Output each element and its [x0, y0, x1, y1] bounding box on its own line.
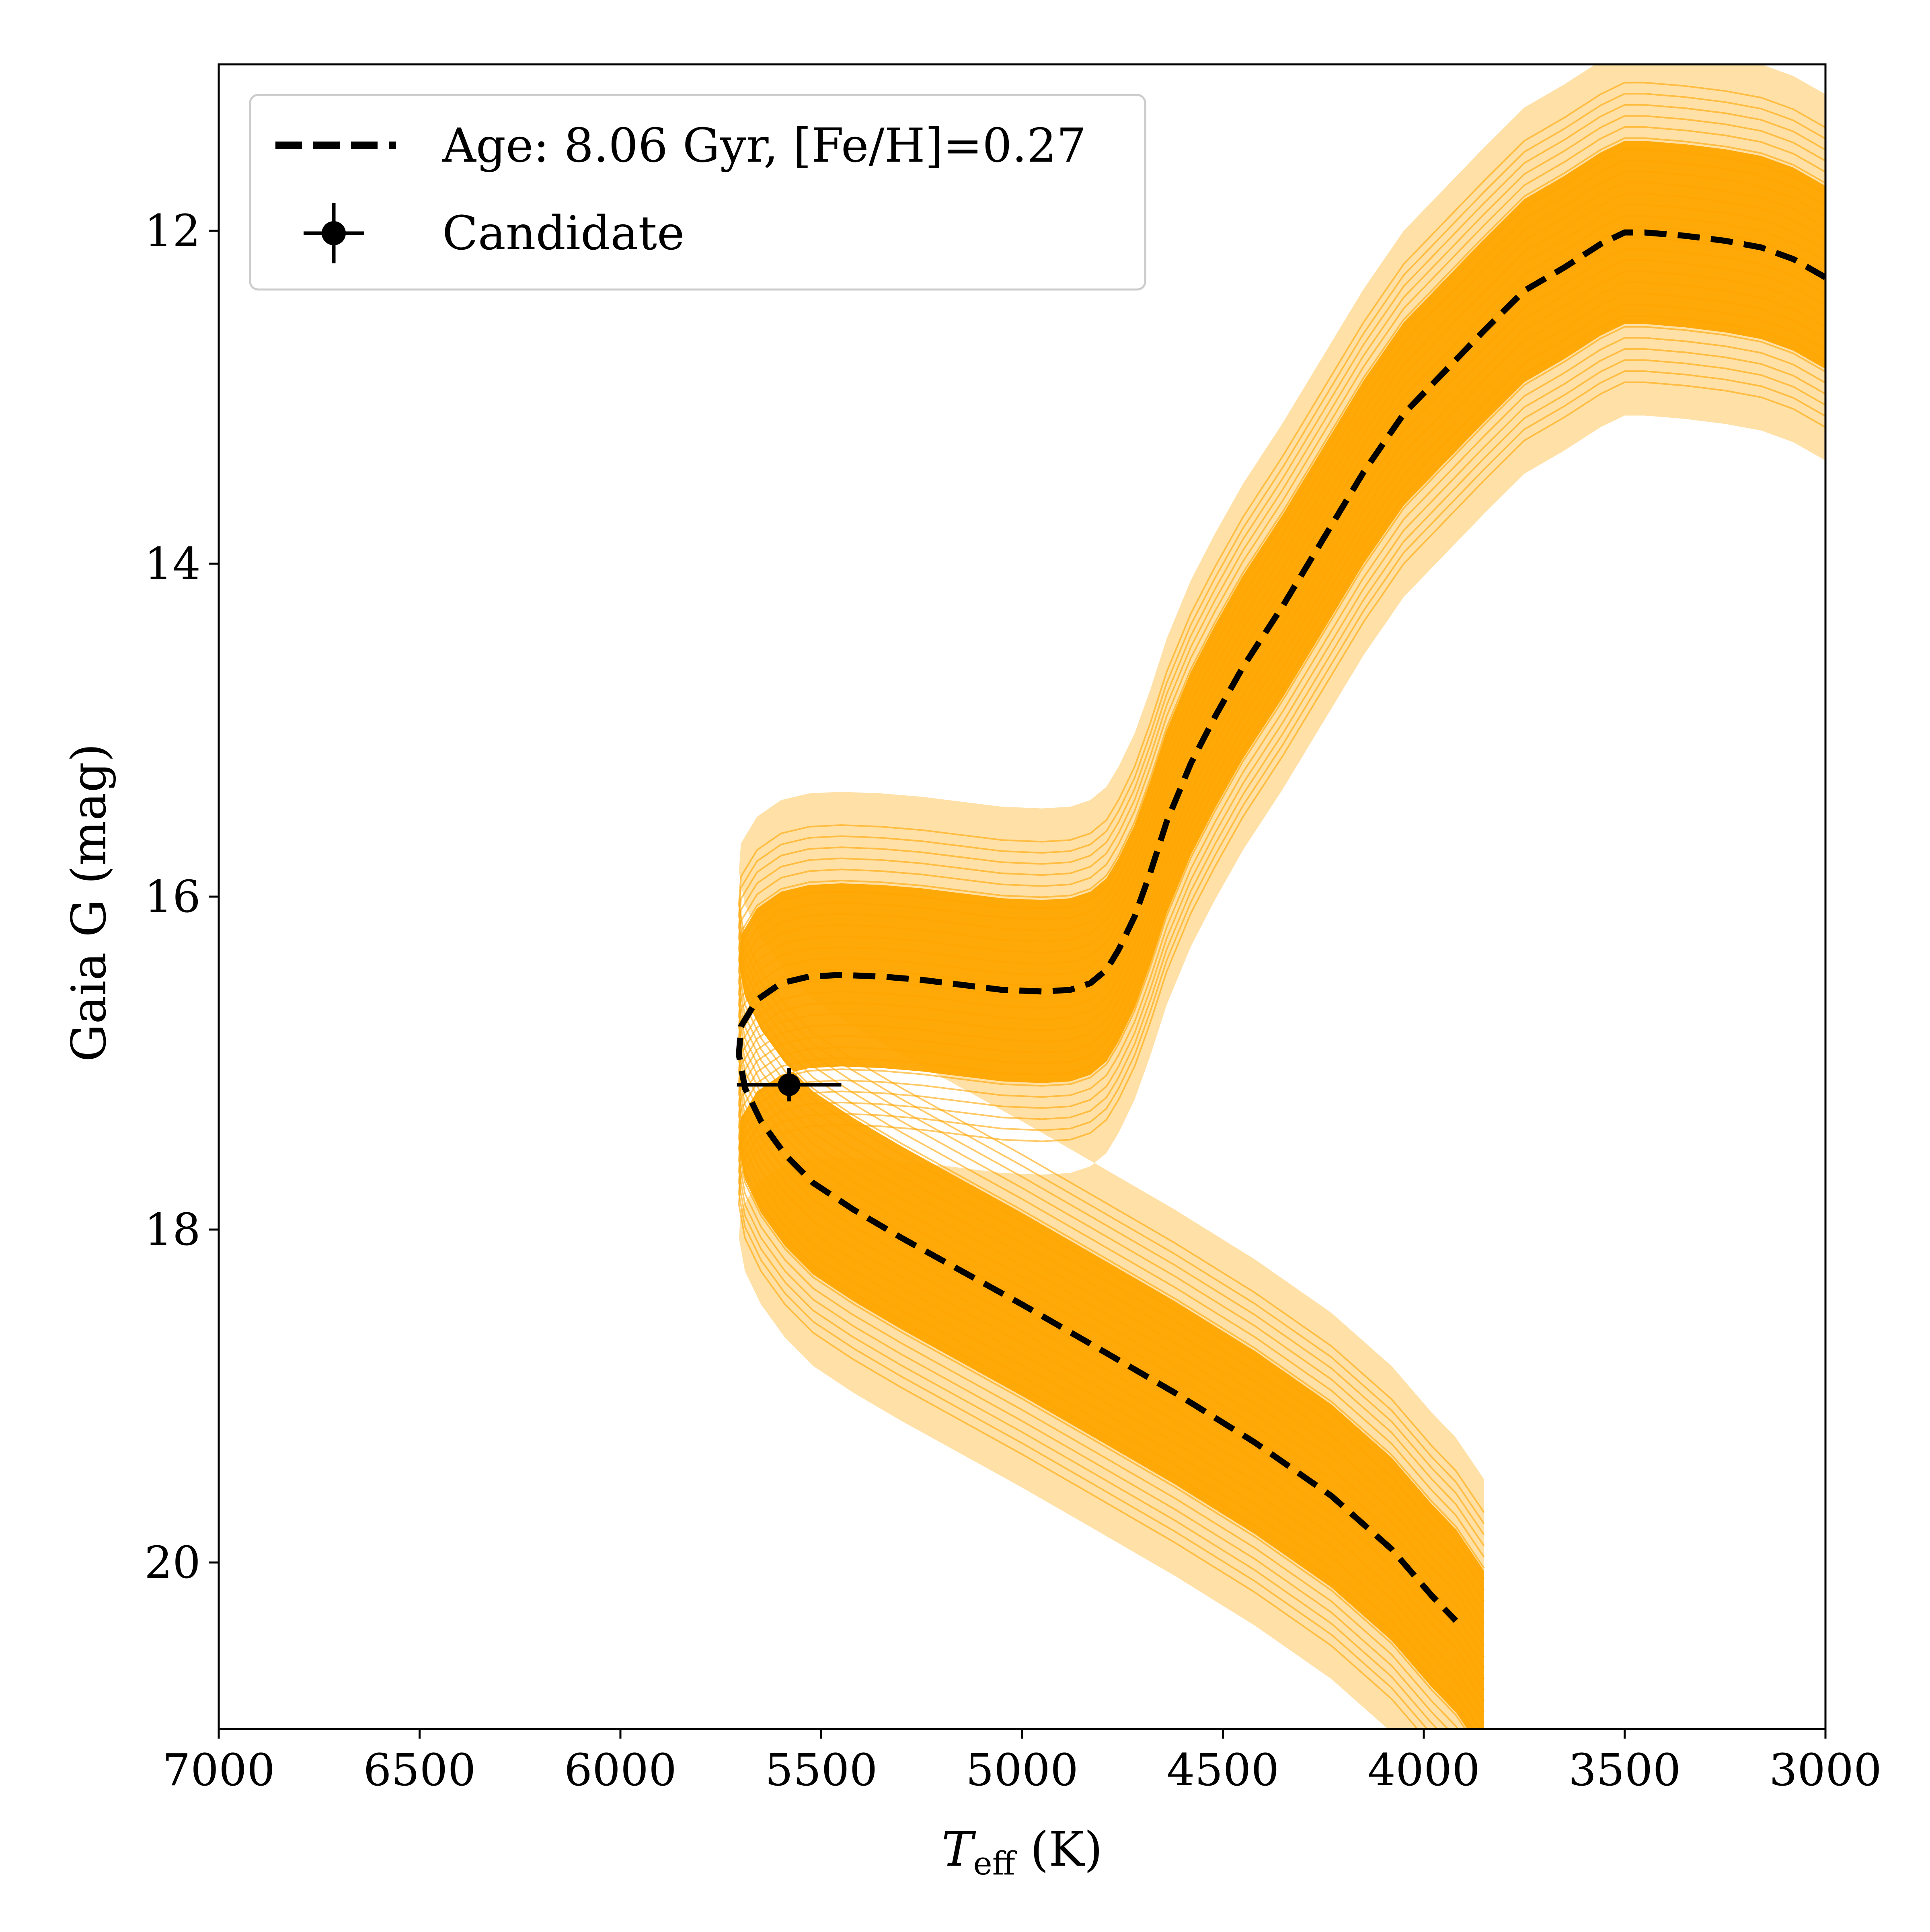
best-fit-isochrone-line — [736, 229, 1825, 1623]
ensemble-isochrone-line — [738, 359, 1825, 1729]
x-tick-label: 4000 — [1367, 1744, 1480, 1796]
y-axis-title: Gaia G (mag) — [61, 743, 117, 1062]
x-tick-label: 7000 — [162, 1744, 275, 1796]
legend-label-best-fit: Age: 8.06 Gyr, [Fe/H]=0.27 — [442, 119, 1086, 173]
legend-label-candidate: Candidate — [442, 206, 685, 261]
ensemble-isochrone-line — [738, 370, 1825, 1729]
y-axis: 12 14 16 18 20 — [144, 205, 219, 1588]
x-tick-label: 6500 — [363, 1744, 476, 1796]
ensemble-isochrone-line — [738, 204, 1825, 1635]
ensemble-isochrone-line — [738, 93, 1825, 1524]
ensemble-isochrone-line — [738, 193, 1825, 1624]
ensemble-isochrone-line — [738, 337, 1825, 1729]
x-axis-title: Teff (K) — [942, 1821, 1103, 1882]
x-tick-label: 5500 — [765, 1744, 878, 1796]
y-tick-label: 14 — [144, 538, 201, 589]
y-tick-label: 12 — [144, 205, 201, 257]
ensemble-isochrone-line — [738, 326, 1825, 1729]
ensemble-isochrone-line — [738, 148, 1825, 1580]
ensemble-isochrone-line — [738, 292, 1825, 1724]
ensemble-isochrone-line — [738, 381, 1825, 1729]
candidate-layer — [737, 1068, 842, 1102]
ensemble-isochrone-line — [738, 115, 1825, 1546]
legend-box — [249, 94, 1146, 291]
ensemble-isochrone-line — [738, 270, 1825, 1702]
ensemble-isochrone-line — [738, 159, 1825, 1591]
ensemble-isochrone-line — [738, 126, 1825, 1558]
ensemble-isochrone-line — [738, 237, 1825, 1669]
ensemble-isochrone-line — [738, 304, 1825, 1729]
ensemble-core-band — [739, 141, 1825, 1729]
y-tick-label: 16 — [144, 871, 201, 922]
x-tick-label: 3000 — [1769, 1744, 1882, 1796]
ensemble-isochrone-line — [738, 104, 1825, 1536]
ensemble-isochrone-line — [738, 215, 1825, 1647]
isochrone-ensemble — [738, 64, 1825, 1729]
legend-marker-icon — [322, 221, 346, 245]
ensemble-isochrone-line — [738, 281, 1825, 1713]
ensemble-isochrone-line — [738, 315, 1825, 1729]
ensemble-isochrone-line — [738, 82, 1825, 1513]
candidate-marker — [778, 1073, 801, 1096]
y-tick-label: 18 — [144, 1204, 201, 1255]
best-fit-series-layer — [736, 229, 1825, 1623]
x-axis: 7000 6500 6000 5500 5000 4500 4000 3500 3000 — [162, 1729, 1882, 1796]
ensemble-isochrone-line — [738, 348, 1825, 1729]
ensemble-isochrone-line — [738, 226, 1825, 1657]
legend: Age: 8.06 Gyr, [Fe/H]=0.27 Candidate — [249, 94, 1146, 291]
y-tick-label: 20 — [144, 1537, 201, 1588]
x-tick-label: 3500 — [1569, 1744, 1681, 1796]
x-tick-label: 6000 — [564, 1744, 677, 1796]
x-tick-label: 5000 — [966, 1744, 1078, 1796]
ensemble-isochrone-line — [738, 170, 1825, 1602]
x-tick-label: 4500 — [1167, 1744, 1279, 1796]
ensemble-isochrone-line — [738, 181, 1825, 1613]
ensemble-isochrone-line — [738, 137, 1825, 1569]
ensemble-isochrone-line — [738, 248, 1825, 1679]
ensemble-isochrone-line — [738, 259, 1825, 1691]
